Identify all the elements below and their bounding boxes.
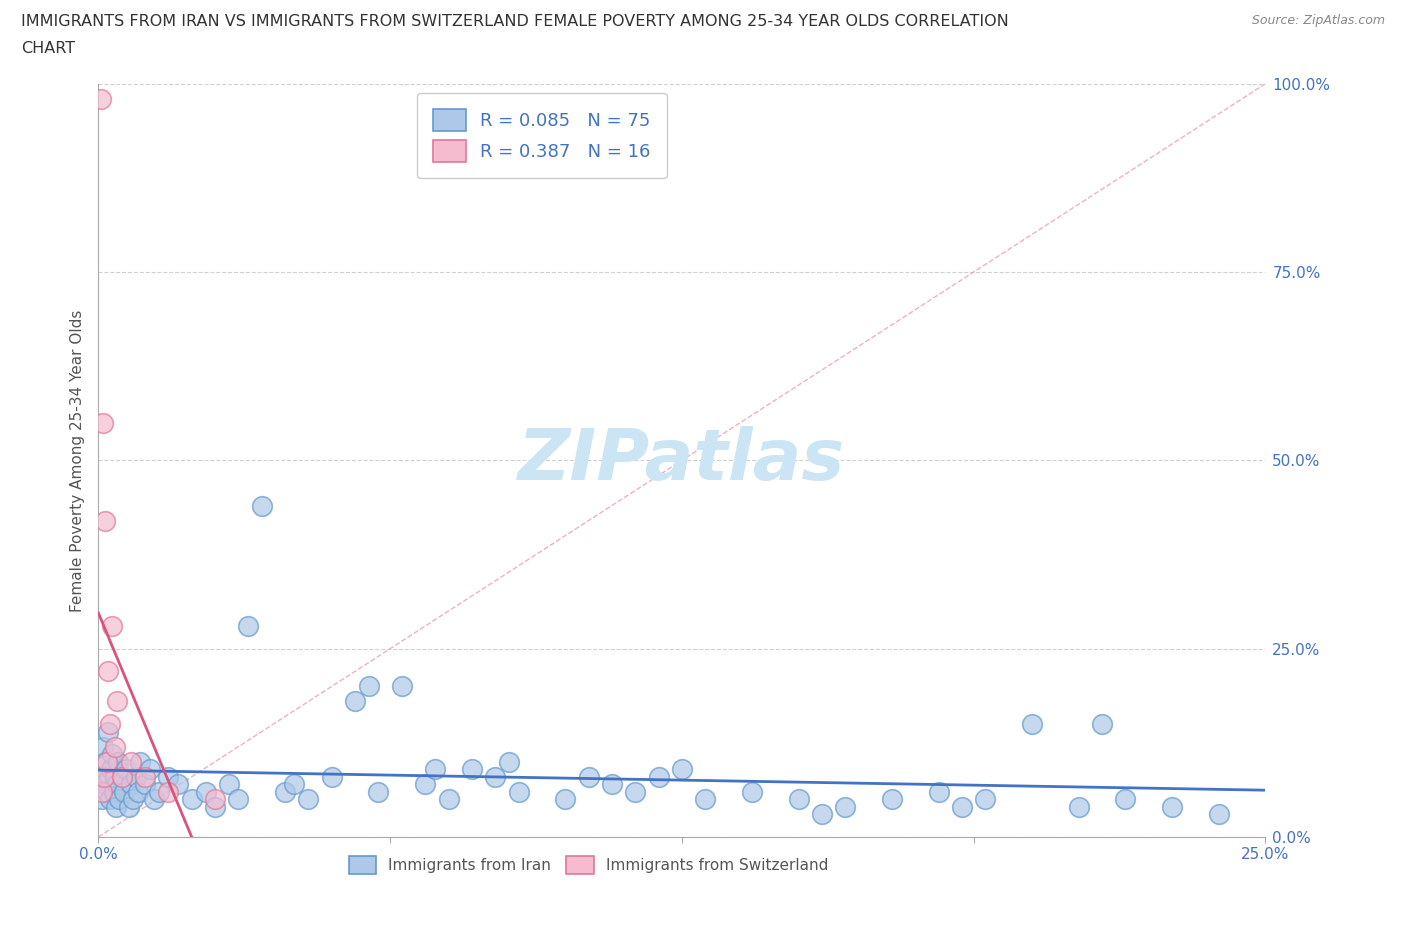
Point xyxy=(101,618,124,633)
Point xyxy=(1091,717,1114,732)
Point xyxy=(93,777,115,791)
Point xyxy=(647,769,669,784)
Point xyxy=(950,800,973,815)
Point xyxy=(90,91,112,106)
Point xyxy=(94,513,117,528)
Point xyxy=(274,784,297,799)
Point xyxy=(1114,792,1136,807)
Point xyxy=(90,769,112,784)
Point xyxy=(321,769,343,784)
Point xyxy=(111,769,134,784)
Point xyxy=(127,784,149,799)
Point xyxy=(98,792,121,807)
Point xyxy=(97,664,120,679)
Point xyxy=(787,792,810,807)
Point xyxy=(1208,807,1230,822)
Point xyxy=(204,800,226,815)
Point xyxy=(1161,800,1184,815)
Point xyxy=(129,754,152,769)
Point xyxy=(157,784,180,799)
Point xyxy=(91,739,114,754)
Point xyxy=(236,618,259,633)
Point xyxy=(97,724,120,739)
Point xyxy=(125,769,148,784)
Point xyxy=(344,694,367,709)
Point xyxy=(112,784,135,799)
Legend: Immigrants from Iran, Immigrants from Switzerland: Immigrants from Iran, Immigrants from Sw… xyxy=(340,848,837,882)
Point xyxy=(423,762,446,777)
Point xyxy=(391,679,413,694)
Point xyxy=(104,739,127,754)
Point xyxy=(105,800,128,815)
Point xyxy=(103,784,125,799)
Point xyxy=(111,769,134,784)
Point xyxy=(139,762,162,777)
Point xyxy=(94,754,117,769)
Point xyxy=(120,777,142,791)
Text: ZIPatlas: ZIPatlas xyxy=(519,426,845,495)
Point xyxy=(624,784,647,799)
Point xyxy=(297,792,319,807)
Point xyxy=(1021,717,1043,732)
Text: Source: ZipAtlas.com: Source: ZipAtlas.com xyxy=(1251,14,1385,27)
Point xyxy=(437,792,460,807)
Point xyxy=(107,754,129,769)
Point xyxy=(578,769,600,784)
Point xyxy=(228,792,250,807)
Point xyxy=(811,807,834,822)
Point xyxy=(283,777,305,791)
Point xyxy=(600,777,623,791)
Point xyxy=(91,792,114,807)
Point xyxy=(120,754,142,769)
Point xyxy=(134,777,156,791)
Point xyxy=(96,784,118,799)
Point xyxy=(93,769,115,784)
Point xyxy=(91,415,114,430)
Point xyxy=(96,754,118,769)
Text: IMMIGRANTS FROM IRAN VS IMMIGRANTS FROM SWITZERLAND FEMALE POVERTY AMONG 25-34 Y: IMMIGRANTS FROM IRAN VS IMMIGRANTS FROM … xyxy=(21,14,1010,29)
Point xyxy=(413,777,436,791)
Point xyxy=(122,792,145,807)
Point xyxy=(1067,800,1090,815)
Point xyxy=(91,784,114,799)
Point xyxy=(134,769,156,784)
Point xyxy=(104,769,127,784)
Text: CHART: CHART xyxy=(21,41,75,56)
Point xyxy=(98,717,121,732)
Point xyxy=(367,784,389,799)
Point xyxy=(105,777,128,791)
Point xyxy=(115,762,138,777)
Point xyxy=(105,694,128,709)
Point xyxy=(741,784,763,799)
Point xyxy=(461,762,484,777)
Point xyxy=(928,784,950,799)
Point xyxy=(100,762,122,777)
Point xyxy=(97,769,120,784)
Point xyxy=(250,498,273,513)
Point xyxy=(974,792,997,807)
Y-axis label: Female Poverty Among 25-34 Year Olds: Female Poverty Among 25-34 Year Olds xyxy=(69,309,84,612)
Point xyxy=(143,792,166,807)
Point xyxy=(498,754,520,769)
Point xyxy=(157,769,180,784)
Point xyxy=(194,784,217,799)
Point xyxy=(101,747,124,762)
Point xyxy=(695,792,717,807)
Point xyxy=(834,800,856,815)
Point xyxy=(554,792,576,807)
Point xyxy=(108,792,131,807)
Point xyxy=(118,800,141,815)
Point xyxy=(148,784,170,799)
Point xyxy=(671,762,693,777)
Point xyxy=(218,777,240,791)
Point xyxy=(204,792,226,807)
Point xyxy=(180,792,202,807)
Point xyxy=(880,792,903,807)
Point xyxy=(359,679,381,694)
Point xyxy=(484,769,506,784)
Point xyxy=(508,784,530,799)
Point xyxy=(166,777,188,791)
